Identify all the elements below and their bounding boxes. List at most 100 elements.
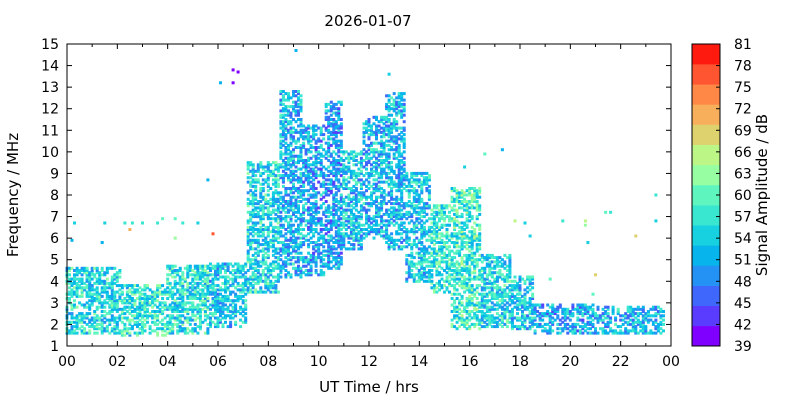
data-point — [276, 163, 280, 167]
data-point — [236, 271, 240, 275]
data-point — [168, 327, 172, 331]
data-point — [251, 193, 255, 197]
data-point — [329, 122, 333, 126]
data-point — [410, 260, 414, 264]
data-point — [100, 320, 104, 324]
data-point — [465, 247, 469, 251]
data-point — [246, 165, 250, 169]
data-point — [224, 275, 227, 279]
data-point — [397, 146, 401, 149]
data-point — [98, 271, 102, 275]
data-point — [251, 163, 255, 167]
data-point — [505, 264, 509, 268]
data-point — [128, 299, 132, 303]
data-point — [430, 225, 434, 229]
data-point — [80, 273, 84, 277]
data-point — [246, 286, 250, 290]
data-point — [214, 297, 217, 300]
data-point — [450, 284, 454, 288]
data-point — [239, 305, 243, 309]
data-point — [438, 262, 441, 266]
data-point — [329, 191, 333, 195]
data-point — [427, 277, 431, 281]
data-point — [110, 277, 114, 281]
data-point — [518, 292, 522, 296]
data-point — [468, 294, 472, 298]
data-point — [372, 141, 376, 145]
data-point — [302, 210, 306, 214]
data-point — [319, 163, 323, 167]
data-point — [173, 322, 177, 326]
data-point — [349, 204, 353, 208]
data-point — [307, 200, 311, 203]
data-point — [365, 122, 368, 126]
data-point — [485, 318, 489, 322]
data-point — [347, 208, 351, 212]
data-point — [279, 109, 283, 113]
data-point — [269, 281, 273, 285]
data-point — [234, 307, 238, 311]
data-point — [417, 221, 421, 225]
data-point — [214, 277, 217, 281]
data-point — [390, 107, 394, 111]
data-point — [415, 171, 419, 175]
data-point — [299, 171, 303, 175]
data-point — [299, 266, 303, 270]
data-point — [337, 163, 341, 167]
data-point — [387, 135, 391, 139]
data-point — [266, 277, 270, 281]
data-point — [412, 191, 416, 195]
data-point — [297, 232, 300, 236]
data-point — [490, 316, 494, 320]
data-point — [309, 167, 313, 171]
data-point — [123, 316, 127, 320]
data-point — [163, 316, 167, 320]
data-point — [377, 230, 381, 234]
data-point — [118, 307, 122, 311]
data-point — [352, 191, 356, 195]
data-point — [302, 161, 306, 165]
data-point — [281, 133, 285, 137]
data-point — [334, 171, 338, 175]
data-point — [196, 275, 200, 279]
data-point — [284, 171, 288, 175]
data-point — [214, 303, 217, 307]
data-point — [523, 314, 527, 318]
data-point — [294, 195, 298, 199]
data-point — [130, 290, 134, 294]
data-point — [274, 247, 278, 251]
data-point — [397, 169, 401, 173]
data-point — [85, 292, 89, 296]
data-point — [191, 279, 195, 283]
data-point — [266, 281, 270, 285]
data-point — [483, 320, 487, 324]
data-point — [488, 271, 492, 275]
data-point — [151, 301, 155, 305]
data-point — [269, 217, 273, 221]
data-point — [198, 320, 202, 324]
data-point — [405, 202, 409, 206]
data-point — [422, 253, 426, 257]
data-point — [402, 105, 406, 109]
data-point — [455, 234, 459, 238]
data-point — [349, 171, 353, 175]
data-point — [422, 180, 426, 184]
data-point — [528, 279, 532, 283]
data-point — [141, 288, 144, 292]
data-point — [349, 247, 353, 251]
data-point — [143, 284, 147, 288]
data-point — [309, 180, 313, 184]
data-point — [516, 316, 519, 320]
data-point — [400, 193, 404, 197]
data-point — [266, 256, 270, 260]
data-point — [249, 161, 253, 165]
data-point — [173, 318, 177, 322]
data-point — [392, 210, 396, 214]
data-point — [158, 320, 162, 324]
data-point — [292, 223, 295, 227]
data-point — [334, 135, 338, 139]
data-point — [118, 269, 122, 272]
data-point — [249, 232, 253, 236]
data-point — [342, 163, 346, 167]
data-point — [312, 258, 316, 262]
